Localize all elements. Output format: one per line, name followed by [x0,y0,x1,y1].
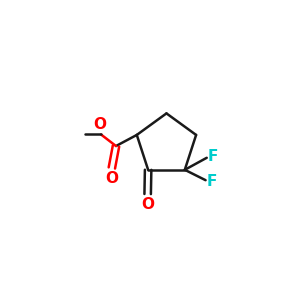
Text: O: O [94,117,106,132]
Text: F: F [207,174,217,189]
Text: F: F [208,149,218,164]
Text: O: O [141,197,154,212]
Text: O: O [105,171,118,186]
